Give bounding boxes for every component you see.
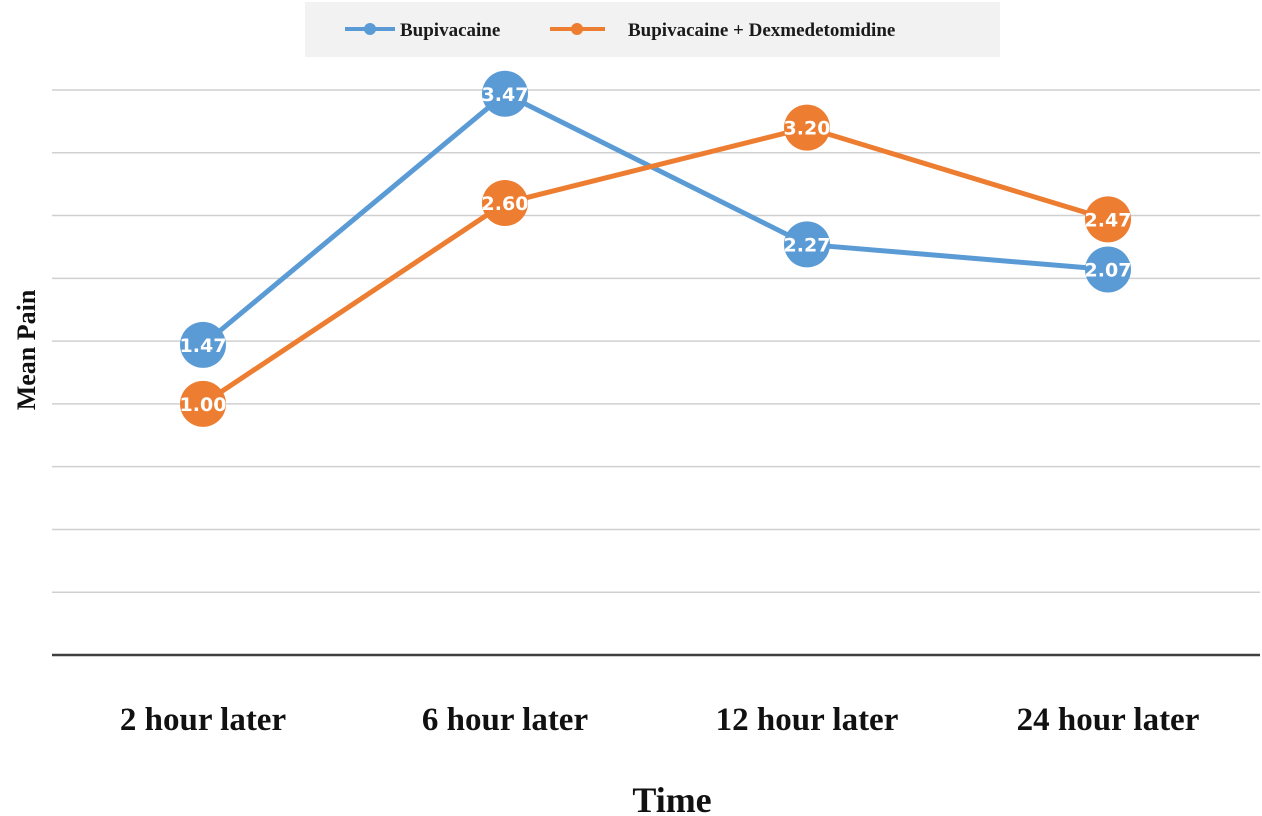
series-group: 1.47 3.47 2.27 2.07 1.00 2.60 3.20 2.47 [180, 70, 1132, 427]
series-bupivacaine-dexmedetomidine: 1.00 2.60 3.20 2.47 [180, 104, 1132, 427]
legend-item-bupivacaine-dexmedetomidine: Bupivacaine + Dexmedetomidine [550, 20, 895, 41]
series-line [201, 91, 1109, 347]
data-point [1085, 196, 1131, 243]
x-tick-labels: 2 hour later 6 hour later 12 hour later 24 … [120, 702, 1199, 738]
data-point [1085, 246, 1131, 293]
data-label: 3.47 [482, 84, 529, 106]
x-tick-label: 6 hour later [422, 702, 588, 738]
series-line [201, 125, 1109, 406]
x-axis-title: Time [632, 780, 711, 816]
legend-marker-bupivacaine [364, 23, 376, 35]
data-label: 1.47 [180, 335, 227, 357]
data-label: 2.47 [1085, 209, 1132, 231]
series-bupivacaine: 1.47 3.47 2.27 2.07 [180, 70, 1132, 368]
legend-label-bupivacaine: Bupivacaine [400, 20, 500, 41]
y-axis-title: Mean Pain [12, 289, 41, 410]
data-label: 1.00 [180, 394, 227, 416]
legend-box [305, 2, 1000, 57]
legend-label-bupivacaine-dexmedetomidine: Bupivacaine + Dexmedetomidine [628, 20, 895, 41]
legend-marker-bupivacaine-dexmedetomidine [571, 23, 583, 35]
data-point [784, 221, 830, 268]
data-point [482, 70, 528, 117]
data-point [482, 180, 528, 226]
data-label: 3.20 [784, 118, 831, 140]
data-label: 2.07 [1085, 260, 1132, 282]
data-label: 2.60 [482, 193, 529, 215]
x-tick-label: 2 hour later [120, 702, 286, 738]
data-point [784, 104, 830, 151]
data-label: 2.27 [784, 234, 831, 256]
legend: Bupivacaine Bupivacaine + Dexmedetomidin… [305, 2, 1000, 57]
legend-item-bupivacaine: Bupivacaine [345, 20, 500, 41]
x-tick-label: 12 hour later [716, 702, 899, 738]
data-point [180, 321, 226, 368]
data-point [180, 380, 226, 427]
gridlines [52, 89, 1260, 593]
x-tick-label: 24 hour later [1017, 702, 1200, 738]
